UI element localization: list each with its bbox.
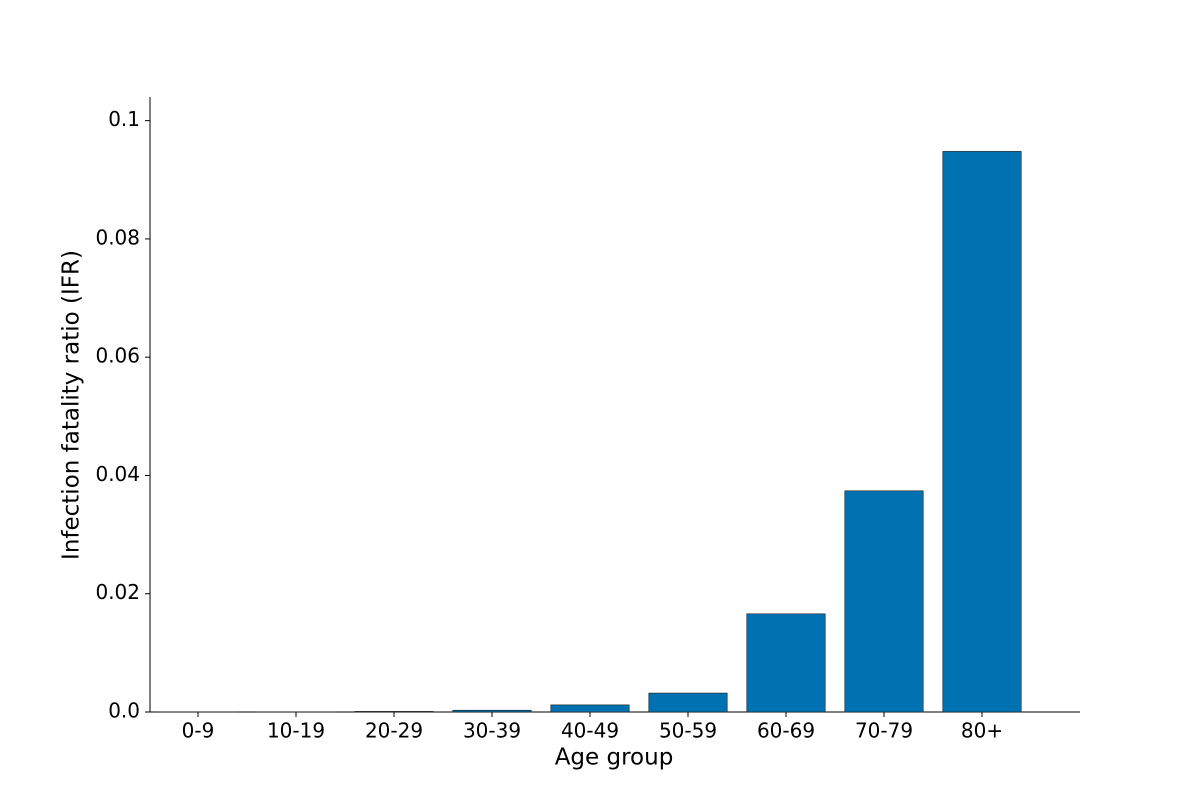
- x-tick-label: 20-29: [365, 719, 423, 743]
- bar: [844, 490, 924, 713]
- y-tick-label: 0.0: [108, 699, 140, 723]
- bar: [354, 711, 434, 713]
- x-tick-label: 60-69: [757, 719, 815, 743]
- x-tick-label: 70-79: [855, 719, 913, 743]
- y-axis-label: Infection fatality ratio (IFR): [59, 250, 85, 560]
- x-tick-label: 10-19: [267, 719, 325, 743]
- y-tick-label: 0.08: [95, 225, 140, 249]
- y-tick-label: 0.06: [95, 344, 140, 368]
- bar: [550, 704, 630, 713]
- bar: [648, 692, 728, 713]
- x-tick-label: 30-39: [463, 719, 521, 743]
- x-tick-label: 80+: [961, 719, 1003, 743]
- y-tick-label: 0.04: [95, 462, 140, 486]
- bar: [746, 613, 826, 713]
- x-tick-label: 0-9: [182, 719, 215, 743]
- y-tick-label: 0.1: [108, 107, 140, 131]
- bar: [942, 151, 1022, 713]
- y-tick-label: 0.02: [95, 580, 140, 604]
- x-tick-label: 50-59: [659, 719, 717, 743]
- bar: [452, 709, 532, 713]
- x-tick-label: 40-49: [561, 719, 619, 743]
- x-axis-label: Age group: [555, 745, 674, 771]
